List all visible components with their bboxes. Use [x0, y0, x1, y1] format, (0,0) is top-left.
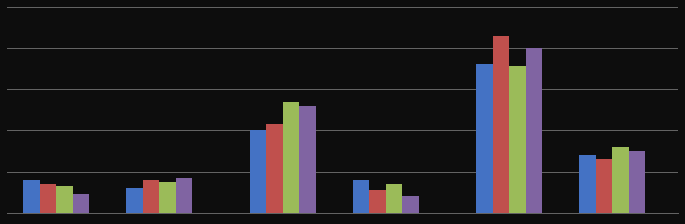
Bar — [283, 101, 299, 213]
Bar — [612, 147, 629, 213]
Bar — [369, 190, 386, 213]
Bar — [23, 180, 40, 213]
Bar — [299, 106, 316, 213]
Bar — [176, 178, 192, 213]
Bar — [266, 124, 283, 213]
Bar — [142, 180, 159, 213]
Bar — [386, 184, 402, 213]
Bar — [526, 48, 543, 213]
Bar — [250, 130, 266, 213]
Bar — [629, 151, 645, 213]
Bar — [353, 180, 369, 213]
Bar — [73, 194, 89, 213]
Bar — [56, 186, 73, 213]
Bar — [476, 65, 493, 213]
Bar — [40, 184, 56, 213]
Bar — [596, 159, 612, 213]
Bar — [402, 196, 419, 213]
Bar — [509, 67, 526, 213]
Bar — [126, 188, 142, 213]
Bar — [159, 182, 176, 213]
Bar — [580, 155, 596, 213]
Bar — [493, 36, 509, 213]
